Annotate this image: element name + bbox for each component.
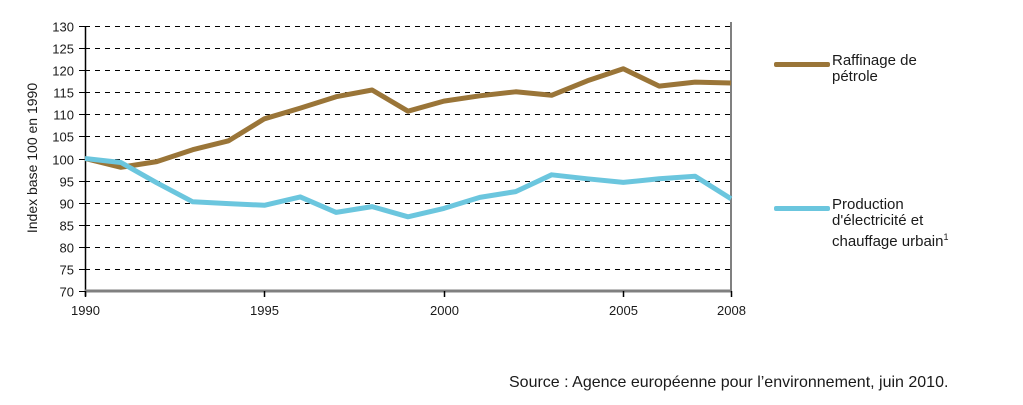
series-line-refining — [84, 66, 732, 170]
y-tick-label: 85 — [60, 219, 74, 234]
y-tick-label: 105 — [52, 130, 74, 145]
y-tick-label: 80 — [60, 241, 74, 256]
y-tick-label: 130 — [52, 20, 74, 35]
series-line-electricity — [84, 156, 733, 220]
y-tick-label: 90 — [60, 197, 74, 212]
series-lines — [84, 66, 733, 220]
y-tick-label: 110 — [53, 108, 74, 123]
source-note: Source : Agence européenne pour l’enviro… — [509, 374, 949, 391]
y-tick-label: 75 — [60, 263, 74, 278]
legend-label-electricity: Production d'électricité et chauffage ur… — [832, 197, 949, 250]
y-tick-label: 95 — [60, 175, 74, 190]
legend-label-electricity-text: Production d'électricité et chauffage ur… — [832, 196, 944, 250]
legend-swatch-refining — [774, 62, 830, 67]
y-tick-label: 115 — [53, 86, 74, 101]
y-tick-label: 120 — [52, 64, 74, 79]
x-tick-label: 1995 — [250, 303, 279, 318]
legend-label-refining: Raffinage de pétrole — [832, 52, 917, 85]
gridlines — [85, 26, 731, 270]
y-axis-label: Index base 100 en 1990 — [24, 83, 40, 233]
x-tick-label: 1990 — [71, 303, 100, 318]
x-axis: 1990 1995 2000 2005 2008 — [71, 289, 746, 318]
y-tick-label: 100 — [52, 153, 74, 168]
x-tick-label: 2005 — [609, 303, 638, 318]
y-axis: 70 75 80 85 90 95 100 105 110 115 120 125 130 — [52, 20, 732, 300]
legend-item-refining: Raffinage de pétrole — [774, 53, 917, 85]
x-tick-label: 2000 — [430, 303, 459, 318]
y-tick-label: 125 — [52, 42, 74, 57]
y-tick-label: 70 — [60, 285, 74, 300]
footnote-marker: 1 — [943, 232, 949, 242]
x-tick-label: 2008 — [717, 303, 746, 318]
legend-swatch-electricity — [774, 206, 830, 211]
legend-item-electricity: Production d'électricité et chauffage ur… — [774, 197, 949, 250]
